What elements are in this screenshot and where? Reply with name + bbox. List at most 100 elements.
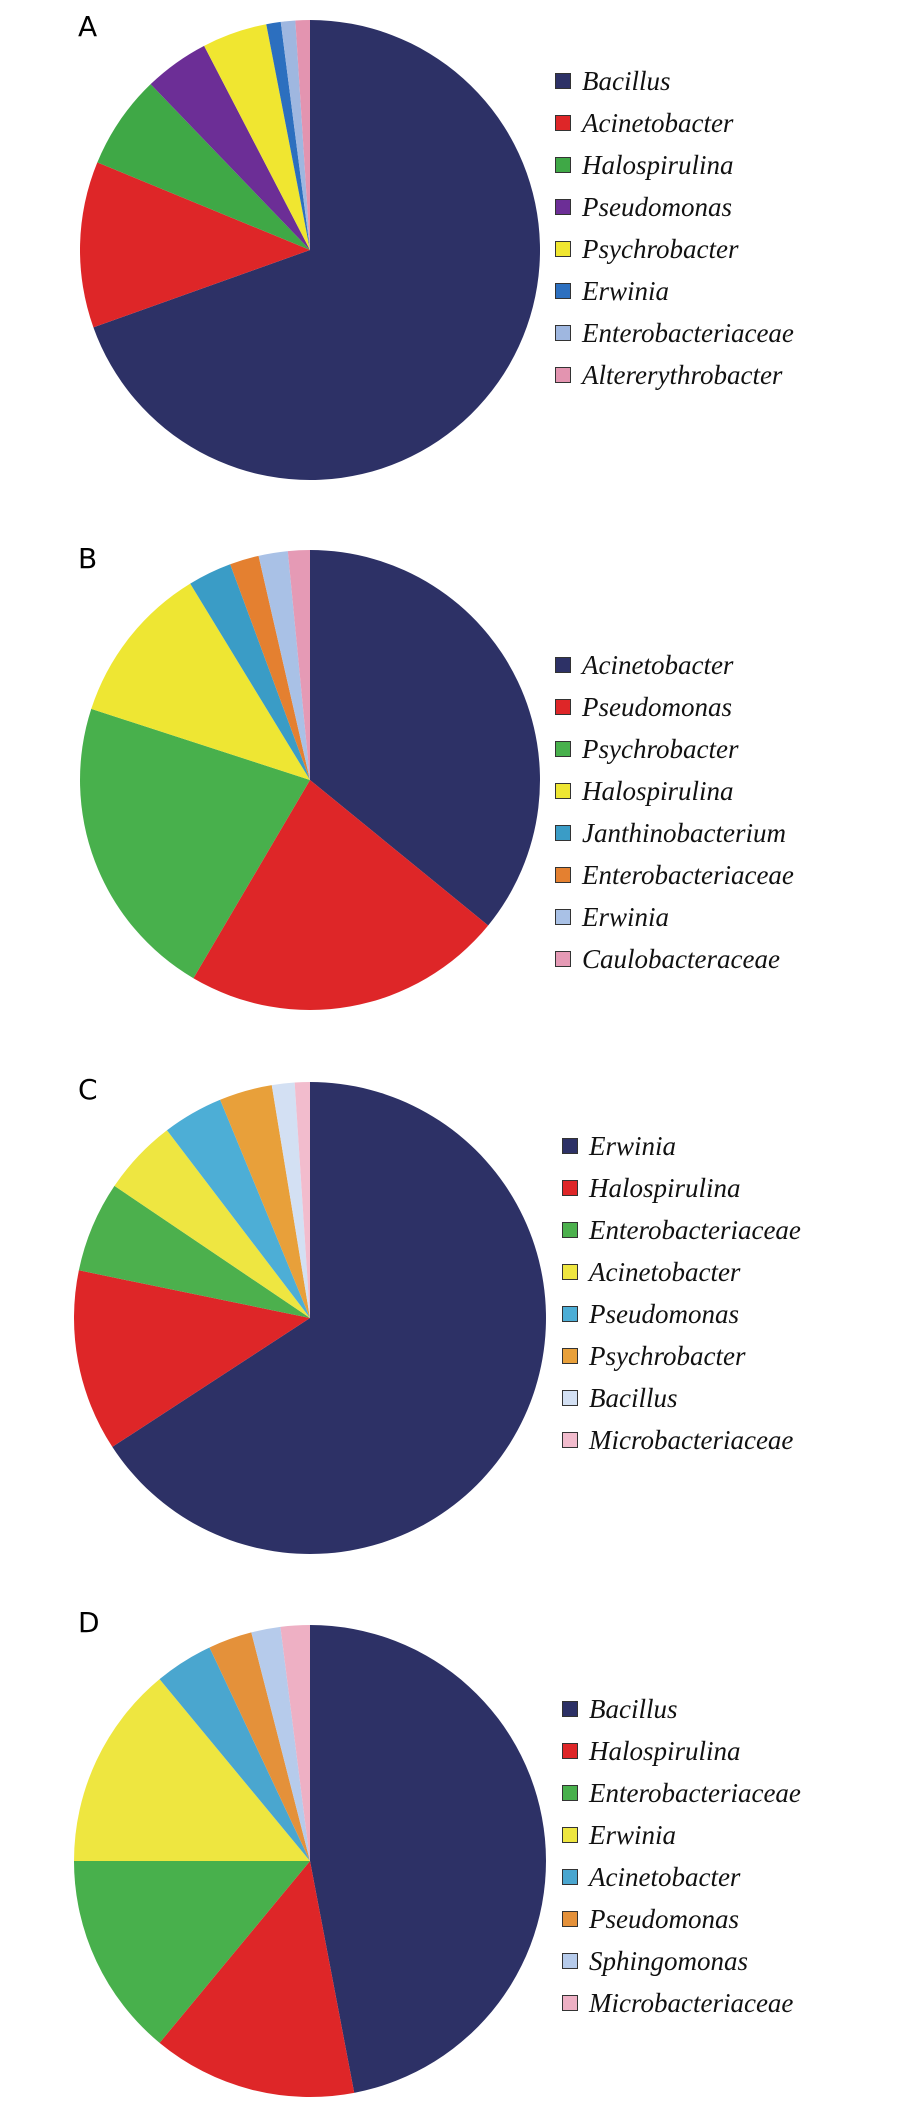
pie-chart <box>80 550 540 1010</box>
legend-swatch <box>555 741 571 757</box>
legend-swatch <box>555 199 571 215</box>
legend-swatch <box>562 1390 578 1406</box>
pie-slice-acinetobacter <box>159 1647 310 1861</box>
legend-label: Enterobacteriaceae <box>582 317 794 348</box>
pie-panel-b: B Acinetobacter Pseudomonas Psychrobacter Ha… <box>0 532 912 1062</box>
legend-label: Enterobacteriaceae <box>589 1214 801 1245</box>
pie-slice-psychrobacter <box>204 24 310 251</box>
legend-label: Bacillus <box>589 1382 678 1413</box>
legend-item: Erwinia <box>555 896 794 938</box>
legend-swatch <box>562 1306 578 1322</box>
pie-slice-erwinia <box>74 1679 310 1861</box>
pie-slice-enterobacteriaceae <box>280 20 310 250</box>
pie-slice-pseudomonas <box>166 1099 310 1318</box>
pie-panel-d: D Bacillus Halospirulina Enterobacteriaceae… <box>0 1596 912 2126</box>
pie-slice-psychrobacter <box>220 1085 310 1318</box>
legend-item: Halospirulina <box>562 1730 801 1772</box>
legend-swatch <box>562 1827 578 1843</box>
legend-item: Halospirulina <box>555 770 794 812</box>
legend-swatch <box>555 825 571 841</box>
panel-label: D <box>78 1606 100 1639</box>
legend-item: Microbacteriaceae <box>562 1982 801 2024</box>
legend-item: Psychrobacter <box>555 228 794 270</box>
legend-label: Acinetobacter <box>582 107 734 138</box>
legend-label: Microbacteriaceae <box>589 1987 794 2018</box>
pie-slice-erwinia <box>112 1082 547 1554</box>
legend-item: Psychrobacter <box>562 1335 801 1377</box>
legend-label: Halospirulina <box>582 149 734 180</box>
legend-item: Halospirulina <box>562 1167 801 1209</box>
legend-label: Bacillus <box>589 1693 678 1724</box>
pie-slice-altererythrobacter <box>295 20 310 250</box>
panel-label: C <box>78 1073 98 1106</box>
legend-item: Pseudomonas <box>562 1898 801 1940</box>
pie-slice-erwinia <box>266 21 310 251</box>
pie-slice-halospirulina <box>159 1861 355 2097</box>
legend-label: Pseudomonas <box>589 1903 739 1934</box>
pie-slice-microbacteriaceae <box>294 1082 310 1318</box>
legend-item: Erwinia <box>562 1125 801 1167</box>
pie-chart <box>73 1625 546 2097</box>
legend-swatch <box>562 1995 578 2011</box>
panel-label: A <box>78 10 98 43</box>
legend-swatch <box>562 1264 578 1280</box>
pie-slice-pseudomonas <box>193 780 489 1010</box>
legend-item: Enterobacteriaceae <box>555 854 794 896</box>
pie-slice-bacillus <box>310 1625 546 2093</box>
legend: Acinetobacter Pseudomonas Psychrobacter Hal… <box>555 644 794 980</box>
legend-label: Pseudomonas <box>582 191 732 222</box>
legend-label: Erwinia <box>589 1819 677 1850</box>
legend-swatch <box>555 157 571 173</box>
legend-swatch <box>562 1785 578 1801</box>
legend-item: Enterobacteriaceae <box>562 1209 801 1251</box>
legend-swatch <box>555 73 571 89</box>
legend-swatch <box>555 367 571 383</box>
legend-label: Halospirulina <box>589 1735 741 1766</box>
legend-swatch <box>562 1138 578 1154</box>
legend-label: Acinetobacter <box>589 1256 741 1287</box>
legend-label: Enterobacteriaceae <box>582 859 794 890</box>
legend-swatch <box>562 1743 578 1759</box>
legend: Bacillus Halospirulina Enterobacteriaceae E… <box>562 1688 801 2024</box>
legend-item: Halospirulina <box>555 144 794 186</box>
legend-item: Enterobacteriaceae <box>562 1772 801 1814</box>
legend-swatch <box>555 867 571 883</box>
legend-label: Erwinia <box>589 1130 677 1161</box>
legend-label: Halospirulina <box>589 1172 741 1203</box>
legend-item: Pseudomonas <box>555 686 794 728</box>
legend-label: Altererythrobacter <box>582 359 783 390</box>
pie-slice-pseudomonas <box>150 45 310 250</box>
legend-label: Sphingomonas <box>589 1945 749 1976</box>
legend-item: Pseudomonas <box>555 186 794 228</box>
legend-swatch <box>555 783 571 799</box>
legend-item: Acinetobacter <box>555 644 794 686</box>
pie-slice-bacillus <box>93 20 541 480</box>
legend-item: Pseudomonas <box>562 1293 801 1335</box>
pie-panel-a: A Bacillus Acinetobacter Halospirulina Pseud… <box>0 0 912 530</box>
legend-swatch <box>555 909 571 925</box>
legend-item: Acinetobacter <box>562 1856 801 1898</box>
legend-item: Bacillus <box>562 1377 801 1419</box>
pie-slice-bacillus <box>271 1082 310 1318</box>
legend-label: Pseudomonas <box>582 691 732 722</box>
legend-swatch <box>555 283 571 299</box>
legend-swatch <box>555 657 571 673</box>
pie-slice-acinetobacter <box>310 550 540 926</box>
legend-item: Microbacteriaceae <box>562 1419 801 1461</box>
legend: Bacillus Acinetobacter Halospirulina Pseudo… <box>555 60 794 396</box>
legend-label: Enterobacteriaceae <box>589 1777 801 1808</box>
legend-label: Caulobacteraceae <box>582 943 780 974</box>
legend-label: Erwinia <box>582 275 670 306</box>
pie-slice-enterobacteriaceae <box>73 1861 310 2043</box>
pie-slice-erwinia <box>258 551 310 780</box>
legend-item: Erwinia <box>562 1814 801 1856</box>
legend-label: Pseudomonas <box>589 1298 739 1329</box>
legend-item: Acinetobacter <box>555 102 794 144</box>
legend-swatch <box>562 1222 578 1238</box>
legend-item: Bacillus <box>555 60 794 102</box>
legend-swatch <box>555 699 571 715</box>
legend-swatch <box>562 1911 578 1927</box>
legend-label: Acinetobacter <box>582 649 734 680</box>
pie-chart <box>80 20 541 480</box>
pie-slice-halospirulina <box>91 583 310 780</box>
